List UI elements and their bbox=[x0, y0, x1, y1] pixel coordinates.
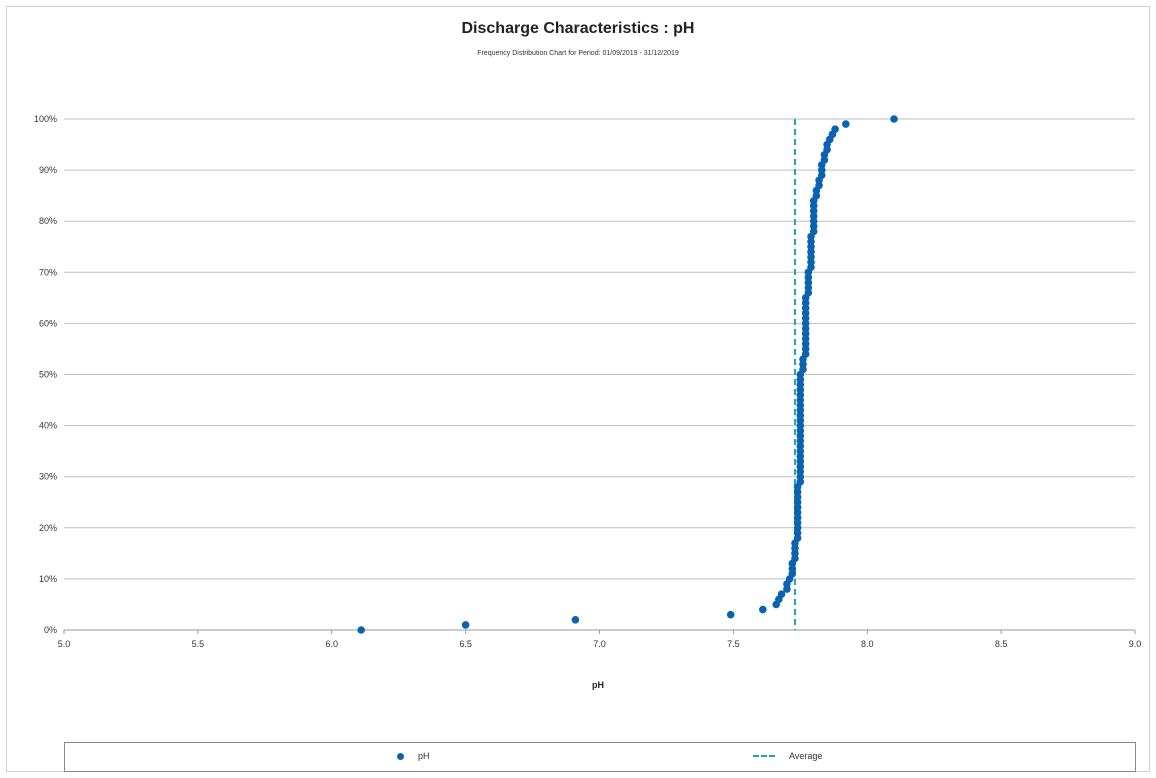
data-point bbox=[842, 120, 850, 128]
y-tick-label: 80% bbox=[39, 216, 57, 226]
data-point bbox=[357, 626, 366, 634]
y-tick-label: 0% bbox=[44, 625, 57, 635]
data-point bbox=[777, 590, 786, 599]
legend: pH Average bbox=[64, 742, 1136, 772]
chart-title: Discharge Characteristics : pH bbox=[461, 20, 695, 37]
y-tick-label: 60% bbox=[39, 318, 57, 328]
legend-item-average: Average bbox=[753, 751, 822, 761]
legend-label-average: Average bbox=[789, 751, 823, 761]
legend-dot-icon bbox=[397, 752, 404, 760]
x-tick-label: 6.0 bbox=[325, 639, 338, 649]
plot-area: 0% 10% 20% 30% 40% 50% 60% 70% 80% 90% 100% 5.0 5.5 6… bbox=[34, 114, 1141, 690]
y-tick-label: 40% bbox=[39, 421, 57, 431]
x-tick-label: 8.0 bbox=[861, 639, 874, 649]
tick-labels: 0% 10% 20% 30% 40% 50% 60% 70% 80% 90% 100% 5.0 5.5 6… bbox=[34, 114, 1141, 649]
chart-frame bbox=[6, 6, 1150, 772]
ph-points bbox=[357, 115, 898, 634]
chart-subtitle: Frequency Distribution Chart for Period:… bbox=[477, 50, 679, 57]
x-tick-label: 6.5 bbox=[459, 639, 472, 649]
x-tick-label: 5.5 bbox=[192, 639, 205, 649]
data-point bbox=[759, 605, 767, 614]
legend-dash-icon bbox=[753, 755, 775, 757]
data-point bbox=[726, 610, 735, 619]
y-tick-label: 30% bbox=[39, 472, 57, 482]
y-tick-label: 10% bbox=[39, 574, 57, 584]
x-axis-label: pH bbox=[592, 680, 604, 690]
gridlines bbox=[63, 118, 1136, 634]
y-tick-label: 70% bbox=[39, 267, 57, 277]
x-tick-label: 7.0 bbox=[593, 639, 606, 649]
data-point bbox=[890, 115, 898, 123]
x-tick-label: 9.0 bbox=[1129, 639, 1142, 649]
y-tick-label: 20% bbox=[39, 523, 57, 533]
data-point bbox=[831, 125, 839, 134]
data-point bbox=[461, 621, 470, 629]
legend-item-ph: pH bbox=[397, 751, 430, 761]
data-point bbox=[571, 615, 580, 624]
x-tick-label: 7.5 bbox=[727, 639, 740, 649]
y-tick-label: 100% bbox=[34, 114, 57, 124]
y-tick-label: 50% bbox=[39, 370, 57, 380]
legend-label-ph: pH bbox=[418, 751, 430, 761]
x-tick-label: 5.0 bbox=[58, 639, 71, 649]
y-tick-label: 90% bbox=[39, 165, 57, 175]
x-tick-label: 8.5 bbox=[995, 639, 1008, 649]
